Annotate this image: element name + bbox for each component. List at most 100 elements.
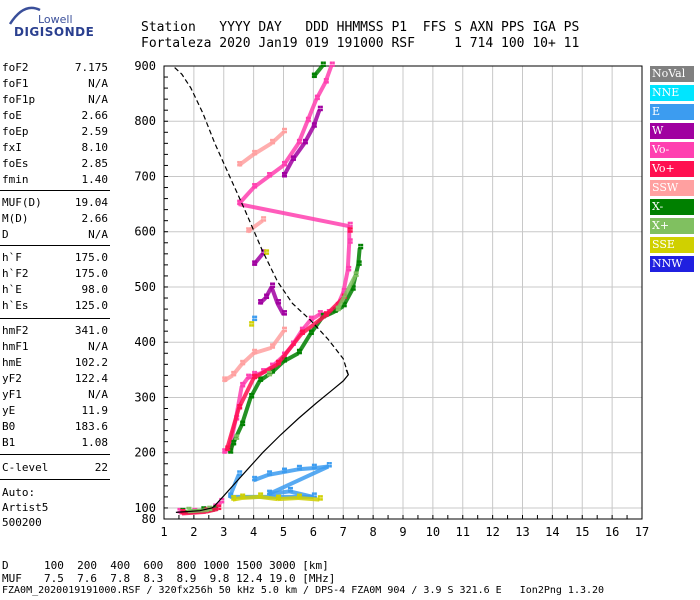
echo-vo-trace [341, 270, 350, 293]
x-tick-label: 11 [456, 525, 470, 539]
param-row-4: foEp 2.59 [2, 125, 108, 140]
echo-e-point [296, 464, 300, 468]
param-label: h`E [2, 283, 22, 296]
echo-vo-point [270, 362, 273, 366]
echo-vo-point [299, 332, 303, 335]
echo-e-point [287, 486, 291, 490]
echo-vo-point [347, 221, 351, 225]
param-separator [0, 245, 110, 246]
echo-vo-point [282, 351, 285, 355]
echo-vo-point [350, 241, 353, 244]
echo-sse-trace [298, 496, 320, 502]
legend-item-x: X- [650, 199, 694, 215]
echo-x-point [236, 437, 240, 440]
echo-e-point [326, 462, 330, 465]
echo-vo-point [218, 504, 222, 508]
echo-x-point [320, 64, 324, 67]
echo-vo-trace [224, 407, 241, 451]
param-value: 125.0 [74, 299, 108, 312]
echo-x-point [242, 423, 246, 427]
echo-ssw-point [246, 227, 249, 230]
echo-vo-point [323, 311, 327, 314]
x-tick-label: 16 [605, 525, 619, 539]
echo-ssw-point [237, 163, 240, 167]
x-tick-label: 15 [575, 525, 589, 539]
echo-vo-point [348, 268, 352, 272]
echo-w-point [320, 108, 323, 112]
echo-ssw-trace [246, 219, 264, 234]
echo-x-point [267, 370, 270, 374]
echo-w-point [314, 125, 317, 128]
echo-vo-trace [300, 314, 327, 336]
param-row-14: h`Es 125.0 [2, 299, 108, 314]
param-value: 1.40 [81, 173, 109, 186]
legend-item-x: X+ [650, 218, 694, 234]
echo-vo-trace [238, 202, 350, 229]
echo-ssw-point [252, 348, 255, 352]
echo-x-point [358, 243, 361, 247]
echo-x-trace [270, 360, 285, 375]
param-row-21: B0 183.6 [2, 420, 108, 435]
echo-x-point [201, 506, 204, 509]
auto-code: 500200 [2, 516, 42, 529]
echo-ssw-point [240, 359, 243, 363]
echo-x-point [236, 434, 240, 437]
echo-vo-trace [236, 377, 256, 410]
echo-w-point [290, 155, 294, 158]
echo-x-point [267, 373, 270, 377]
echo-e-point [252, 318, 255, 322]
param-row-20: yE 11.9 [2, 404, 108, 419]
echo-x-point [353, 288, 356, 291]
x-tick-label: 1 [160, 525, 167, 539]
echo-vo-point [341, 293, 345, 297]
echo-e-point [314, 463, 317, 467]
echo-sse-point [278, 494, 282, 498]
x-tick-label: 9 [399, 525, 406, 539]
echo-sse-point [231, 498, 234, 501]
param-value: 7.175 [74, 61, 108, 74]
echo-vo-trace [237, 186, 256, 206]
echo-x-point [207, 505, 210, 509]
param-row-12: h`F2 175.0 [2, 267, 108, 282]
echo-vo-trace [275, 332, 303, 366]
echo-w-point [258, 302, 261, 305]
echo-sse-point [276, 494, 279, 498]
param-label: hmF2 [2, 324, 29, 337]
echo-ssw-point [240, 362, 243, 366]
echo-vo-point [236, 418, 240, 421]
echo-ssw-point [222, 376, 225, 379]
x-tick-label: 8 [370, 525, 377, 539]
echo-ssw-trace [253, 345, 273, 356]
echo-vo-point [326, 81, 329, 84]
echo-ssw-point [222, 379, 225, 382]
param-row-2: foF1p N/A [2, 93, 108, 108]
echo-vo-point [222, 448, 225, 451]
echo-x-trace [282, 351, 300, 364]
echo-x-point [320, 61, 324, 64]
echo-vo-point [177, 507, 180, 511]
y-tick-label: 400 [134, 335, 156, 349]
param-row-10: D N/A [2, 228, 108, 243]
echo-vo-point [350, 224, 353, 228]
auto-artist: Artist5 [2, 501, 49, 514]
echo-e-point [267, 470, 270, 473]
echo-w-point [272, 282, 276, 285]
echo-w-trace [252, 252, 265, 267]
echo-vo-point [246, 373, 249, 377]
param-label: foE [2, 109, 22, 122]
echo-sse-point [240, 493, 243, 497]
echo-sse-point [317, 495, 321, 498]
echo-ssw-point [282, 329, 285, 333]
echo-ssw-point [284, 130, 287, 134]
echo-ssw-point [270, 138, 273, 142]
param-label: foEp [2, 125, 29, 138]
echo-x-point [320, 312, 324, 316]
echo-x-point [356, 271, 359, 274]
echo-x-point [230, 451, 234, 454]
echo-vo-trace [345, 242, 352, 271]
echo-vo-point [299, 326, 303, 330]
echo-ssw-point [237, 160, 240, 164]
echo-ssw-trace [270, 130, 285, 145]
echo-ssw-point [254, 348, 258, 352]
echo-sse-point [251, 324, 255, 327]
